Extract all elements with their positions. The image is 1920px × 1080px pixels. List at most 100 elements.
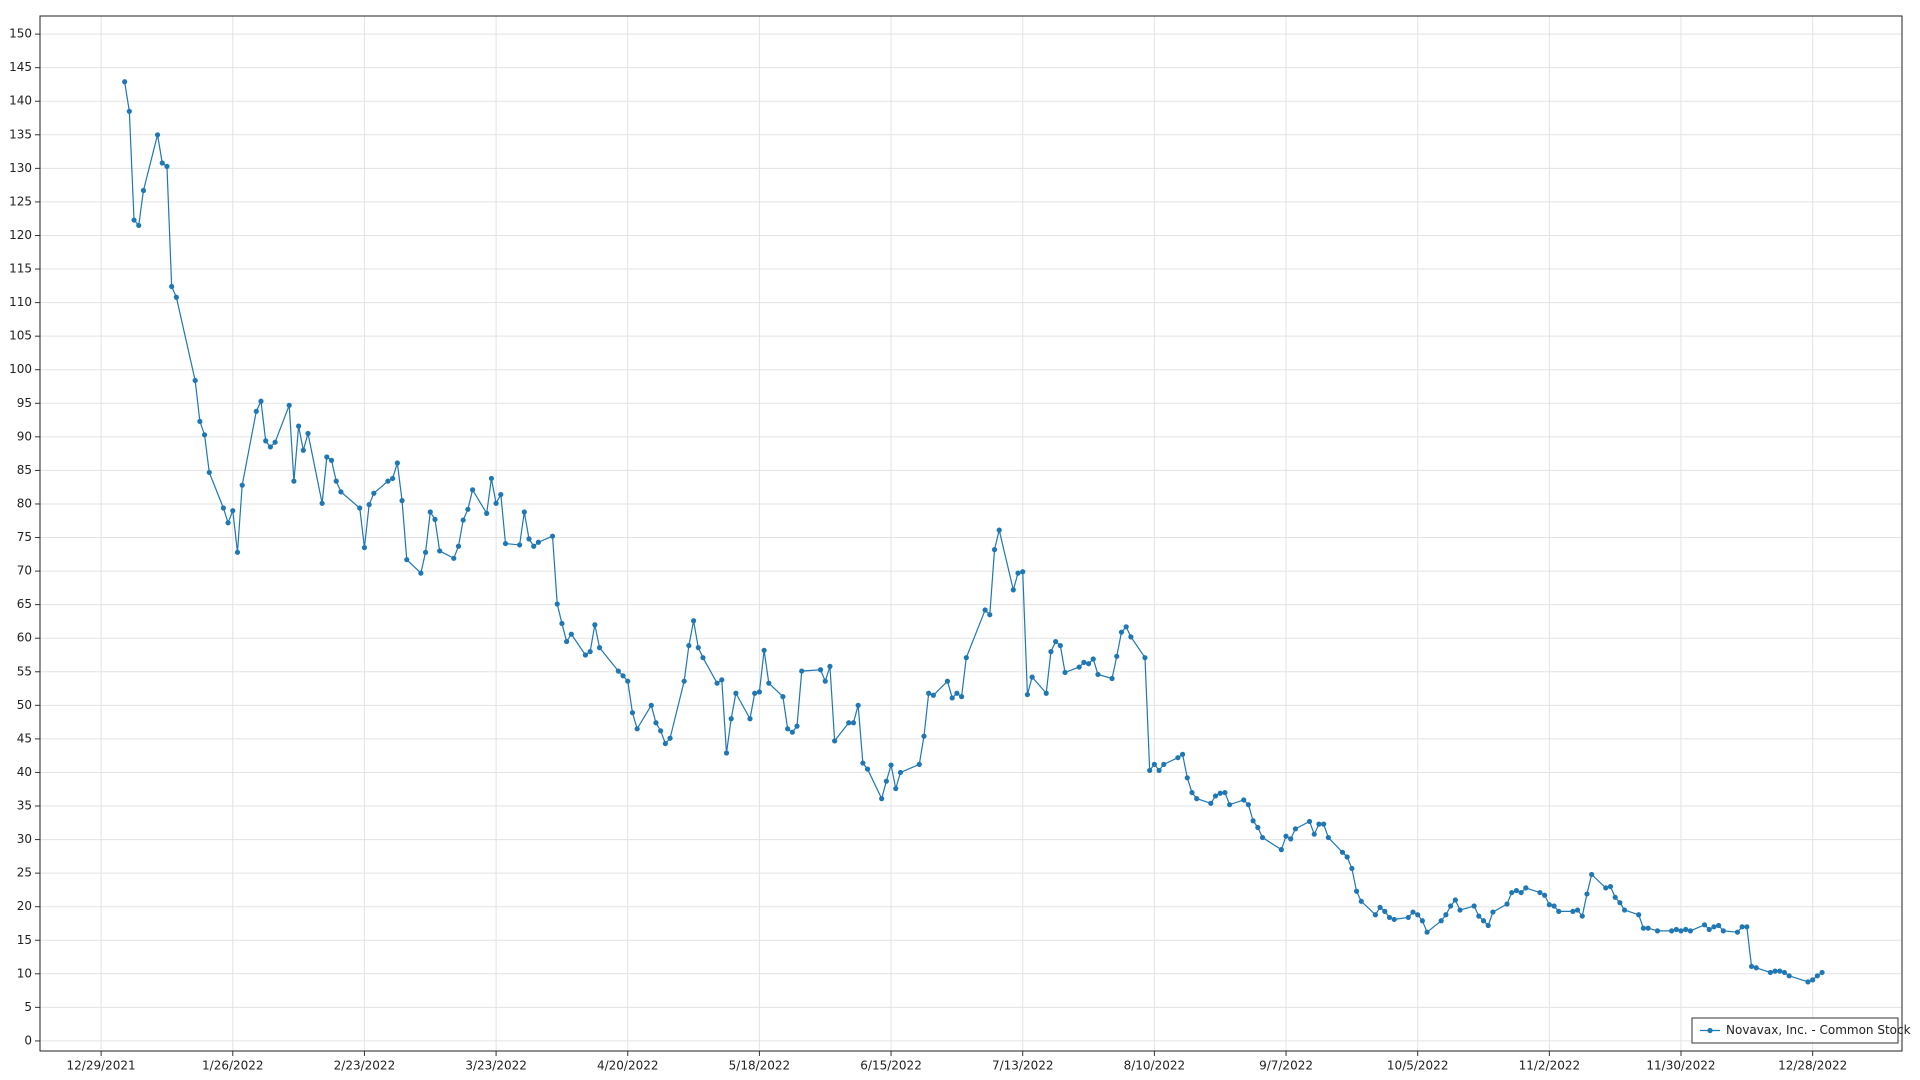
data-point bbox=[658, 728, 664, 734]
data-point bbox=[1358, 898, 1364, 904]
data-point bbox=[399, 498, 405, 504]
data-point bbox=[324, 454, 330, 460]
data-point bbox=[422, 549, 429, 555]
data-point bbox=[996, 527, 1002, 533]
data-point bbox=[799, 668, 805, 674]
data-point bbox=[1339, 849, 1346, 855]
data-point bbox=[916, 761, 922, 767]
data-point bbox=[1584, 891, 1590, 897]
data-point bbox=[634, 726, 640, 732]
data-point bbox=[1227, 802, 1233, 808]
data-point bbox=[949, 695, 955, 701]
y-tick-label: 50 bbox=[17, 698, 32, 712]
data-point bbox=[300, 447, 306, 453]
x-tick-label: 2/23/2022 bbox=[334, 1059, 396, 1073]
data-point bbox=[136, 222, 142, 229]
legend-swatch-dot bbox=[1707, 1027, 1713, 1034]
data-point bbox=[239, 482, 245, 488]
x-tick-label: 10/5/2022 bbox=[1387, 1059, 1449, 1073]
data-point bbox=[1589, 871, 1595, 878]
data-point bbox=[1372, 912, 1378, 918]
y-tick-label: 10 bbox=[17, 966, 32, 980]
data-point bbox=[1716, 922, 1722, 929]
legend-label: Novavax, Inc. - Common Stock bbox=[1726, 1023, 1911, 1037]
data-point bbox=[596, 645, 603, 651]
data-point bbox=[1278, 847, 1284, 853]
data-point bbox=[361, 544, 368, 551]
y-tick-label: 80 bbox=[17, 496, 32, 510]
x-tick-label: 11/30/2022 bbox=[1646, 1059, 1715, 1073]
data-point bbox=[728, 716, 734, 722]
data-point bbox=[131, 217, 137, 223]
data-point bbox=[822, 678, 828, 684]
x-tick-label: 1/26/2022 bbox=[202, 1059, 264, 1073]
data-point bbox=[832, 738, 838, 744]
data-point bbox=[1010, 587, 1016, 593]
data-point bbox=[404, 557, 410, 563]
data-point bbox=[253, 408, 259, 414]
data-point bbox=[1523, 885, 1529, 891]
data-point bbox=[1748, 963, 1755, 970]
y-tick-label: 75 bbox=[17, 530, 32, 544]
data-point bbox=[1570, 908, 1576, 914]
data-point bbox=[296, 423, 302, 429]
data-point bbox=[653, 720, 659, 726]
y-tick-label: 60 bbox=[17, 631, 32, 645]
data-point bbox=[164, 163, 170, 169]
data-point bbox=[766, 680, 772, 686]
data-point bbox=[700, 655, 706, 661]
data-point bbox=[549, 533, 556, 539]
data-point bbox=[1184, 775, 1190, 781]
data-point bbox=[338, 489, 344, 495]
data-point bbox=[531, 543, 537, 549]
data-point bbox=[502, 540, 509, 547]
x-tick-label: 12/29/2021 bbox=[67, 1059, 136, 1073]
data-point bbox=[733, 690, 739, 696]
data-point bbox=[371, 490, 377, 496]
y-tick-label: 145 bbox=[9, 60, 32, 74]
x-tick-label: 11/2/2022 bbox=[1519, 1059, 1581, 1073]
data-point bbox=[1513, 887, 1520, 894]
y-tick-label: 45 bbox=[17, 731, 32, 745]
data-point bbox=[1706, 926, 1712, 933]
data-point bbox=[1109, 675, 1115, 682]
y-tick-label: 65 bbox=[17, 597, 32, 611]
data-point bbox=[1645, 925, 1651, 931]
data-point bbox=[319, 500, 325, 506]
data-point bbox=[1344, 854, 1350, 860]
data-point bbox=[1415, 912, 1421, 918]
data-point bbox=[390, 475, 396, 482]
data-point bbox=[286, 402, 292, 408]
data-point bbox=[794, 723, 800, 729]
data-point bbox=[1114, 653, 1120, 659]
data-point bbox=[1739, 924, 1745, 930]
data-point bbox=[1053, 638, 1059, 645]
data-point bbox=[1537, 889, 1543, 896]
x-tick-label: 4/20/2022 bbox=[597, 1059, 659, 1073]
y-tick-label: 55 bbox=[17, 664, 32, 678]
data-point bbox=[201, 432, 208, 438]
data-point bbox=[1640, 925, 1646, 931]
data-point bbox=[465, 506, 471, 512]
data-point bbox=[263, 438, 269, 444]
data-point bbox=[987, 612, 993, 618]
data-point bbox=[926, 690, 932, 696]
data-point bbox=[695, 645, 701, 651]
data-point bbox=[1161, 761, 1167, 767]
data-point bbox=[1029, 674, 1035, 680]
data-point bbox=[1085, 661, 1092, 667]
data-point bbox=[1283, 833, 1289, 839]
data-point bbox=[963, 655, 969, 661]
y-tick-label: 130 bbox=[9, 161, 32, 175]
data-point bbox=[1212, 793, 1219, 799]
data-point bbox=[1410, 909, 1416, 915]
x-tick-label: 3/23/2022 bbox=[465, 1059, 527, 1073]
data-point bbox=[1683, 926, 1689, 933]
data-point bbox=[681, 678, 687, 684]
data-point bbox=[564, 638, 570, 645]
data-point bbox=[366, 502, 372, 508]
data-point bbox=[1781, 969, 1788, 976]
y-tick-label: 125 bbox=[9, 194, 32, 208]
